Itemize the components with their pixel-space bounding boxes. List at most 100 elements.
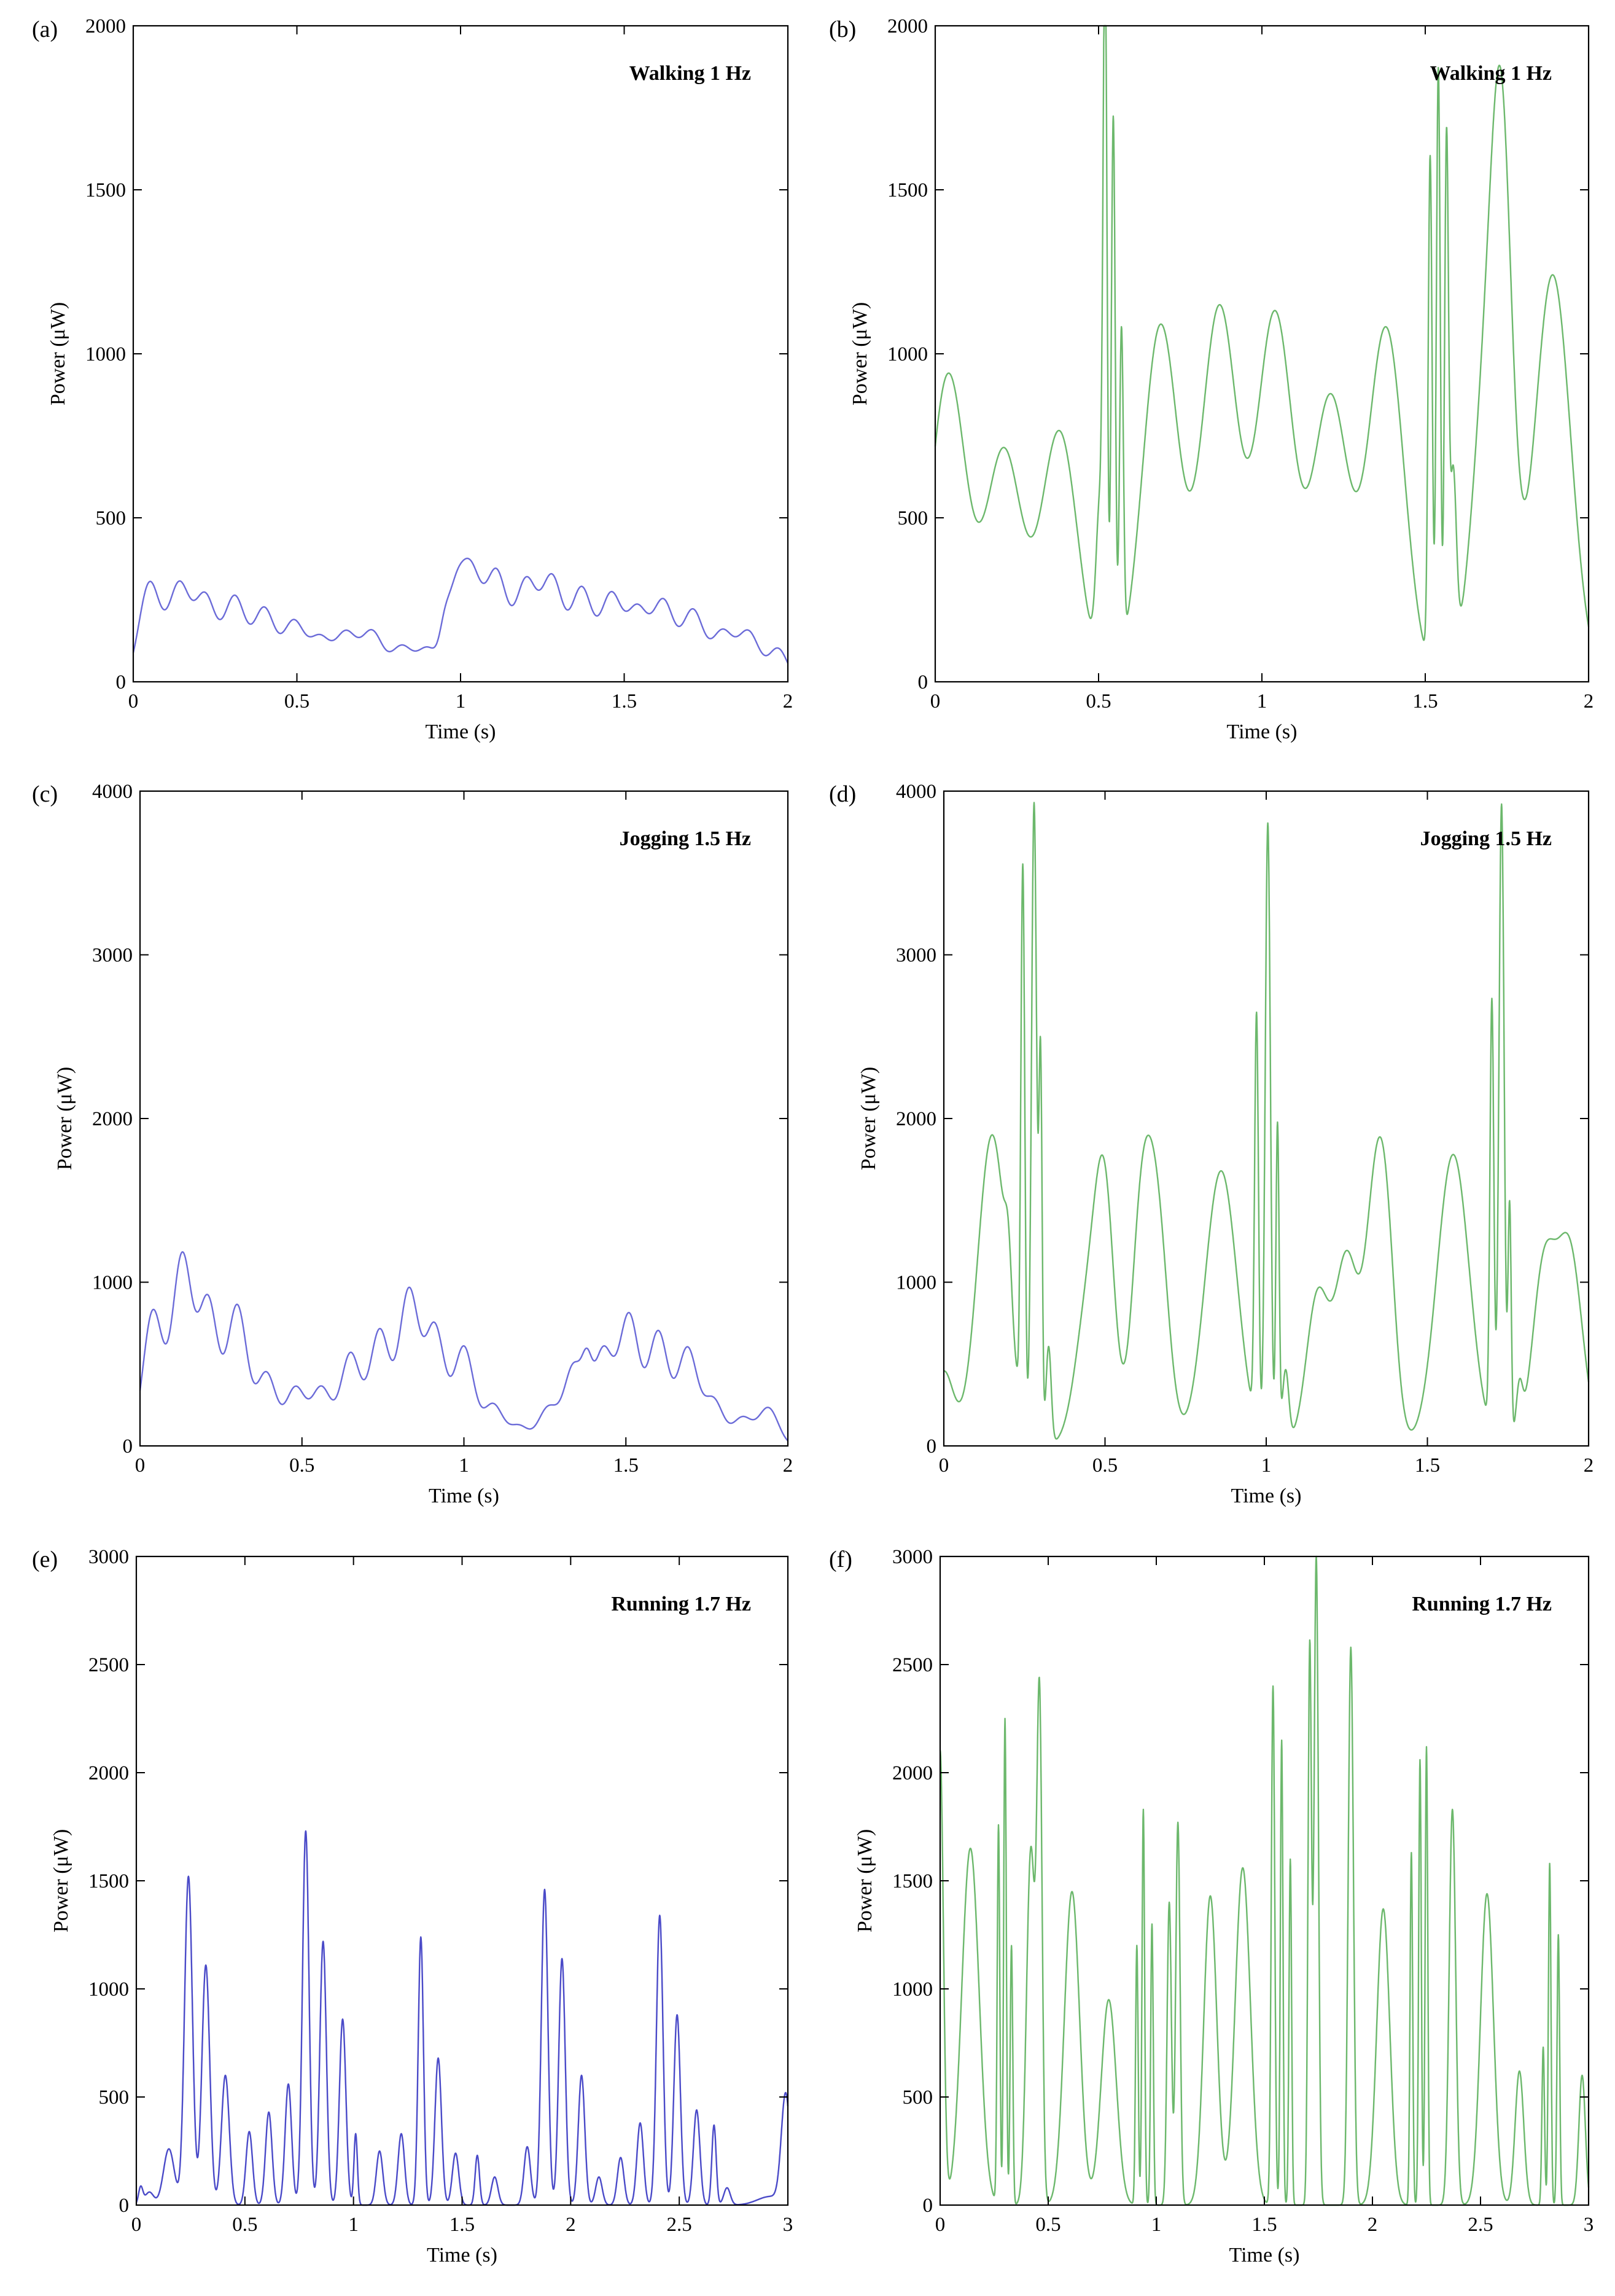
x-tick-label: 3 [783,2214,793,2236]
x-tick-label: 1.5 [613,1455,639,1477]
plot-frame [939,1555,1590,2206]
y-tick-label: 3000 [92,945,133,967]
x-tick-label: 1 [459,1455,469,1477]
y-tick-label: 1500 [892,1870,933,1892]
y-tick-label: 1000 [896,1272,936,1294]
y-axis-title: Power (μW) [53,1067,76,1170]
activity-annotation: Running 1.7 Hz [1412,1593,1552,1615]
power-series-line [132,557,789,664]
power-series-line [139,1251,788,1442]
x-tick-label: 1 [456,690,466,713]
y-tick-label: 500 [898,507,928,529]
x-axis-title: Time (s) [427,2244,497,2267]
panel-d: (d) 0 0.5 1 1.5 2 0 1000 2000 3000 4000 Time (s) Pow… [829,781,1594,1507]
x-tick-label: 0.5 [284,690,309,713]
power-series-line [939,1555,1590,2206]
x-tick-label: 1.5 [1412,690,1438,713]
x-tick-label: 1 [348,2214,359,2236]
y-tick-label: 2000 [85,15,126,37]
power-series-line [135,1830,789,2206]
x-axis-title: Time (s) [426,720,496,743]
x-tick-label: 0.5 [232,2214,257,2236]
activity-annotation: Jogging 1.5 Hz [620,827,751,850]
y-tick-label: 1500 [887,179,928,201]
panel-letter: (b) [829,17,856,42]
y-tick-label: 0 [116,671,126,693]
x-tick-label: 3 [1584,2214,1594,2236]
panel-letter: (f) [829,1547,852,1572]
power-series-line [943,802,1590,1440]
y-tick-label: 1500 [85,179,126,201]
panel-letter: (a) [32,17,58,42]
x-tick-label: 1.5 [449,2214,475,2236]
y-tick-label: 2500 [88,1654,129,1676]
y-tick-label: 500 [99,2087,130,2109]
x-tick-label: 2.5 [667,2214,692,2236]
x-axis-title: Time (s) [1227,720,1298,743]
y-tick-label: 500 [96,507,126,529]
x-tick-label: 0.5 [1035,2214,1060,2236]
y-tick-label: 2500 [892,1654,933,1676]
y-tick-label: 2000 [88,1762,129,1784]
panel-b: (b) 0 0.5 1 1.5 2 0 500 1000 1500 2000 Time (s) Powe… [829,15,1594,743]
y-tick-label: 4000 [92,781,133,803]
y-axis-title: Power (μW) [857,1067,880,1170]
y-tick-label: 0 [927,1435,937,1458]
y-axis-title: Power (μW) [849,302,871,405]
y-axis-title: Power (μW) [47,302,69,405]
x-tick-label: 2 [566,2214,576,2236]
plot-frame [934,25,1590,683]
x-tick-label: 0 [930,690,941,713]
y-tick-label: 0 [918,671,928,693]
x-tick-label: 2 [1368,2214,1378,2236]
y-tick-label: 1500 [88,1870,129,1892]
x-tick-label: 0.5 [289,1455,314,1477]
y-tick-label: 2000 [887,15,928,37]
panel-letter: (e) [32,1547,58,1572]
y-tick-label: 3000 [892,1546,933,1568]
panel-letter: (d) [829,781,856,807]
x-tick-label: 1.5 [612,690,637,713]
y-axis-title: Power (μW) [50,1829,72,1932]
x-tick-label: 0 [128,690,139,713]
plot-frame [135,1555,789,2206]
activity-annotation: Jogging 1.5 Hz [1420,827,1552,850]
x-tick-label: 0.5 [1086,690,1111,713]
x-tick-label: 0.5 [1092,1455,1118,1477]
panel-f: (f) 0 0.5 1 1.5 2 2.5 3 0 500 1000 1500 2000 2500 3000… [829,1546,1594,2267]
y-tick-label: 3000 [88,1546,129,1568]
y-tick-label: 1000 [88,1978,129,2001]
x-tick-label: 0 [135,1455,146,1477]
y-tick-label: 4000 [896,781,936,803]
x-tick-label: 2 [783,690,793,713]
y-tick-label: 2000 [92,1108,133,1130]
plot-frame [139,790,789,1447]
activity-annotation: Walking 1 Hz [1430,62,1552,85]
power-series-line [934,25,1590,641]
y-tick-label: 1000 [85,343,126,365]
y-tick-label: 0 [923,2195,933,2217]
x-tick-label: 1 [1257,690,1267,713]
panel-letter: (c) [32,781,58,807]
x-tick-label: 2 [1584,690,1594,713]
x-axis-title: Time (s) [1231,1485,1302,1507]
y-tick-label: 0 [123,1435,133,1458]
x-tick-label: 1 [1151,2214,1162,2236]
x-tick-label: 1.5 [1415,1455,1440,1477]
y-tick-label: 1000 [887,343,928,365]
activity-annotation: Walking 1 Hz [629,62,751,85]
x-tick-label: 1 [1261,1455,1272,1477]
y-tick-label: 500 [903,2087,933,2109]
panel-a: (a) 0 0.5 1 1.5 2 0 500 1000 1500 2000 Time (s) Powe… [32,15,793,743]
plot-frame [132,25,789,683]
y-tick-label: 1000 [92,1272,133,1294]
x-tick-label: 0 [935,2214,946,2236]
y-tick-label: 2000 [892,1762,933,1784]
y-tick-label: 1000 [892,1978,933,2001]
x-axis-title: Time (s) [1229,2244,1300,2267]
y-tick-label: 3000 [896,945,936,967]
y-axis-title: Power (μW) [854,1829,876,1932]
y-tick-label: 0 [119,2195,130,2217]
panel-e: (e) 0 0.5 1 1.5 2 2.5 3 0 500 1000 1500 2000 2500 3000… [32,1546,793,2267]
